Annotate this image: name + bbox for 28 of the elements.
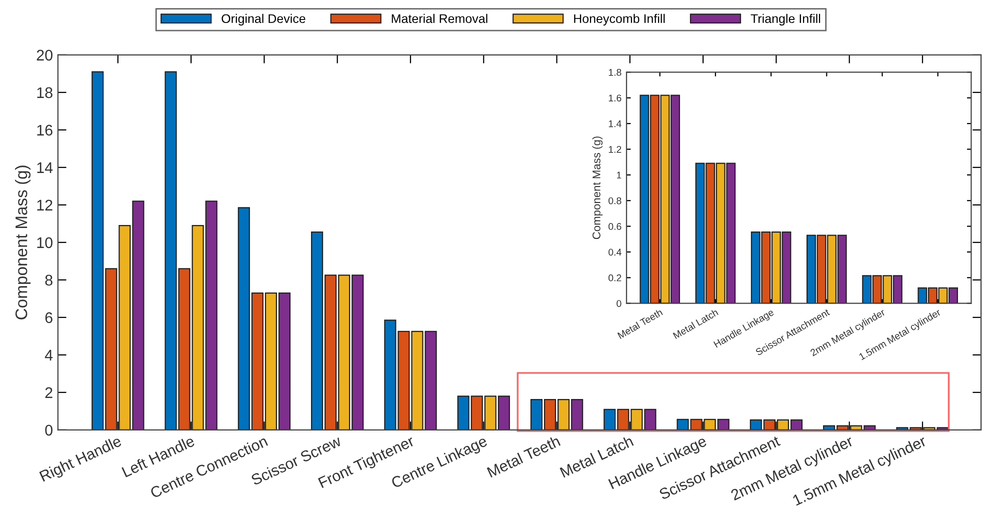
y-tick-label: 0.6 — [608, 223, 622, 230]
y-tick-label: 10 — [37, 237, 52, 248]
y-tick-label: 14 — [37, 162, 53, 173]
y-axis-title: Component Mass (g) — [14, 166, 31, 320]
y-tick-label: 18 — [37, 87, 52, 98]
legend-label: Original Device — [222, 14, 306, 26]
y-tick-label: 1 — [616, 172, 622, 178]
y-tick-label: 16 — [37, 124, 52, 136]
y-tick-label: 0 — [616, 300, 622, 307]
y-tick-label: 0.2 — [608, 274, 622, 282]
y-tick-label: 1.4 — [608, 120, 622, 128]
y-tick-label: 0.8 — [608, 197, 622, 204]
y-tick-label: 8 — [45, 274, 52, 286]
y-tick-label: 0.4 — [608, 248, 622, 256]
legend-label: Triangle Infill — [750, 14, 820, 26]
y-tick-label: 1.2 — [608, 146, 622, 153]
y-tick-label: 2 — [45, 387, 52, 398]
y-tick-label: 0 — [45, 424, 52, 436]
y-axis-title: Component Mass (g) — [592, 136, 603, 240]
y-tick-label: 1.6 — [608, 94, 622, 102]
y-tick-label: 4 — [44, 350, 53, 360]
legend-label: Material Removal — [392, 14, 488, 24]
y-tick-label: 6 — [45, 312, 52, 324]
y-tick-label: 12 — [37, 200, 52, 210]
x-tick-label: Metal Teeth — [486, 435, 561, 478]
y-tick-label: 1.8 — [608, 68, 622, 76]
legend-label: Honeycomb Infill — [574, 14, 665, 26]
y-tick-label: 20 — [36, 50, 52, 61]
